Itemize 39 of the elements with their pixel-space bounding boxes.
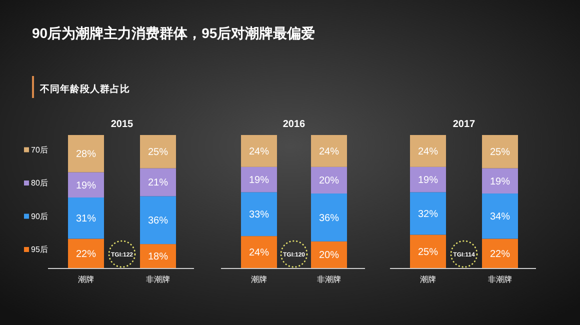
data-label: 20% bbox=[318, 176, 340, 187]
x-tick-label: 潮牌 bbox=[251, 275, 267, 284]
data-label: 19% bbox=[76, 180, 96, 192]
text: 90后为潮牌主力消费群体，95后对潮牌最偏爱 bbox=[32, 25, 316, 41]
legend-label: 80后 bbox=[31, 178, 48, 188]
data-label: 24% bbox=[418, 146, 438, 158]
data-label: 24% bbox=[248, 146, 270, 158]
data-label: 32% bbox=[418, 208, 438, 220]
x-tick-label: 非潮牌 bbox=[146, 275, 170, 284]
data-label: 24% bbox=[318, 146, 340, 158]
x-tick-label: 非潮牌 bbox=[488, 275, 512, 284]
legend-label: 70后 bbox=[31, 145, 48, 154]
data-label: 36% bbox=[148, 216, 168, 227]
data-label: 25% bbox=[490, 147, 510, 158]
data-label: 34% bbox=[490, 212, 510, 223]
data-label: 19% bbox=[418, 175, 438, 186]
data-label: 22% bbox=[490, 248, 510, 260]
legend-label: 95后 bbox=[31, 245, 48, 254]
data-label: 24% bbox=[248, 248, 270, 259]
x-tick-label: 潮牌 bbox=[420, 275, 436, 284]
text: 不同年龄段人群占比 bbox=[39, 83, 130, 95]
data-label: 20% bbox=[318, 250, 340, 262]
data-label: 22% bbox=[76, 248, 96, 260]
x-tick-label: 潮牌 bbox=[78, 275, 94, 284]
data-label: 19% bbox=[490, 176, 510, 188]
data-label: 25% bbox=[418, 246, 438, 258]
data-label: 21% bbox=[148, 178, 168, 189]
chart-title: 2017 bbox=[452, 119, 476, 130]
data-label: 33% bbox=[248, 210, 270, 221]
data-label: 19% bbox=[248, 175, 270, 186]
data-label: 28% bbox=[76, 149, 96, 160]
data-label: 25% bbox=[148, 147, 168, 158]
data-label: 18% bbox=[148, 252, 168, 263]
data-label: 36% bbox=[318, 212, 340, 224]
data-label: 31% bbox=[76, 214, 96, 225]
legend-label: 90后 bbox=[31, 212, 48, 221]
chart-title: 2016 bbox=[282, 119, 306, 130]
x-tick-label: 非潮牌 bbox=[317, 275, 341, 284]
chart-title: 2015 bbox=[110, 119, 134, 130]
